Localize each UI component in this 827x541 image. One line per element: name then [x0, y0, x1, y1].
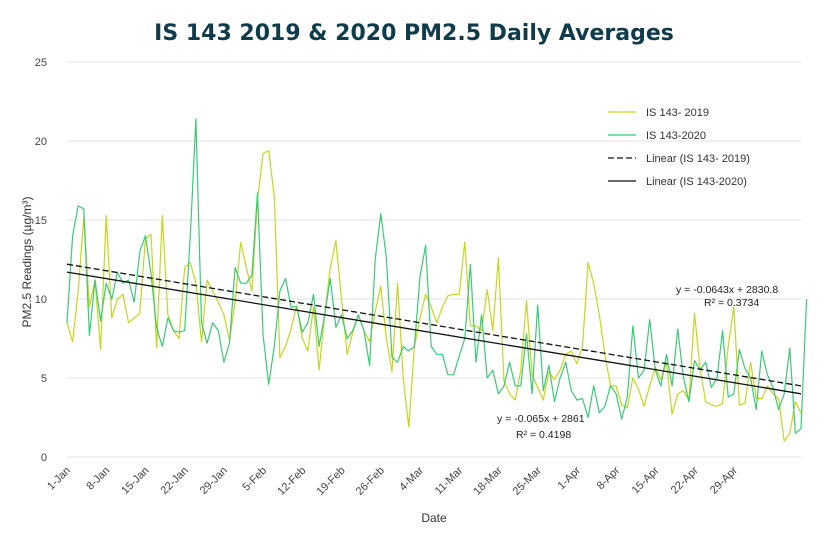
y-tick-label: 0	[41, 452, 47, 464]
y-axis-title: PM2.5 Readings (µg/m³)	[20, 197, 34, 328]
trendline-2020-equation: y = -0.065x + 2861	[497, 413, 585, 425]
legend-item-linear-2019: Linear (IS 143- 2019)	[608, 153, 750, 165]
y-tick-label: 5	[41, 373, 47, 385]
y-tick-label: 25	[35, 57, 47, 69]
chart-title: IS 143 2019 & 2020 PM2.5 Daily Averages	[154, 21, 674, 46]
x-tick-label: 5-Feb	[240, 465, 269, 494]
series-2020-line	[66, 118, 808, 434]
x-tick-label: 1-Jan	[45, 465, 73, 493]
x-tick-label: 29-Jan	[198, 465, 230, 497]
x-axis-title: Date	[421, 511, 447, 525]
trendline-2020	[66, 271, 802, 395]
series-group	[66, 118, 808, 442]
x-tick-label: 8-Jan	[84, 465, 112, 493]
x-tick-label: 11-Mar	[433, 464, 466, 497]
x-tick-label: 26-Feb	[354, 465, 387, 498]
x-tick-label: 19-Feb	[315, 465, 348, 498]
series-2019-line	[66, 149, 802, 442]
trendline-2019	[66, 263, 802, 387]
y-tick-label: 20	[35, 136, 47, 148]
trendline-2019-r-squared: R² = 0.3734	[704, 297, 759, 309]
x-tick-label: 15-Apr	[630, 464, 662, 496]
legend-label: IS 143-2020	[646, 130, 706, 142]
y-tick-label: 10	[35, 294, 47, 306]
legend: IS 143- 2019 IS 143-2020 Linear (IS 143- 2…	[608, 107, 750, 188]
y-axis: 0 5 10 15 20 25	[35, 57, 47, 464]
x-tick-label: 29-Apr	[708, 464, 740, 496]
x-tick-label: 18-Mar	[471, 464, 504, 497]
legend-label: Linear (IS 143-2020)	[646, 176, 747, 188]
x-axis: 1-Jan 8-Jan 15-Jan 22-Jan 29-Jan 5-Feb 12-Feb 1…	[45, 464, 740, 497]
x-tick-label: 22-Jan	[159, 465, 191, 497]
trendline-2019-equation: y = -0.0643x + 2830.8	[676, 284, 778, 296]
legend-item-2019: IS 143- 2019	[608, 107, 709, 119]
x-tick-label: 12-Feb	[275, 465, 308, 498]
legend-item-2020: IS 143-2020	[608, 130, 706, 142]
legend-label: Linear (IS 143- 2019)	[646, 153, 750, 165]
x-tick-label: 22-Apr	[669, 464, 701, 496]
trendline-2020-r-squared: R² = 0.4198	[516, 429, 571, 441]
x-tick-label: 15-Jan	[119, 465, 151, 497]
grid	[67, 61, 801, 458]
x-tick-label: 4-Mar	[397, 464, 426, 493]
y-tick-label: 15	[35, 215, 47, 227]
x-tick-label: 8-Apr	[595, 464, 623, 492]
x-tick-label: 25-Mar	[511, 464, 544, 497]
x-tick-label: 1-Apr	[555, 464, 583, 492]
legend-item-linear-2020: Linear (IS 143-2020)	[608, 176, 747, 188]
legend-label: IS 143- 2019	[646, 107, 709, 119]
